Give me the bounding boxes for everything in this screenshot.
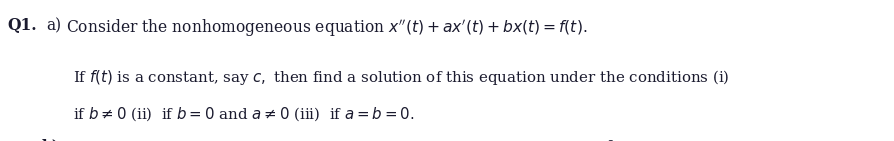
Text: if $b \neq 0$ (ii)  if $b = 0$ and $a \neq 0$ (iii)  if $a = b = 0.$: if $b \neq 0$ (ii) if $b = 0$ and $a \ne… <box>73 106 414 123</box>
Text: Consider the nonhomogeneous equation $x''(t) + ax'(t) + bx(t) = f(t).$: Consider the nonhomogeneous equation $x'… <box>66 17 586 38</box>
Text: Q1.: Q1. <box>7 17 37 34</box>
Text: b): b) <box>41 138 59 141</box>
Text: Also find the solution to above equation given in part when $f(t) = 3t - 6t^2.$: Also find the solution to above equation… <box>61 138 620 141</box>
Text: a): a) <box>46 17 62 34</box>
Text: If $f(t)$ is a constant, say $c,$ then find a solution of this equation under th: If $f(t)$ is a constant, say $c,$ then f… <box>73 68 729 87</box>
